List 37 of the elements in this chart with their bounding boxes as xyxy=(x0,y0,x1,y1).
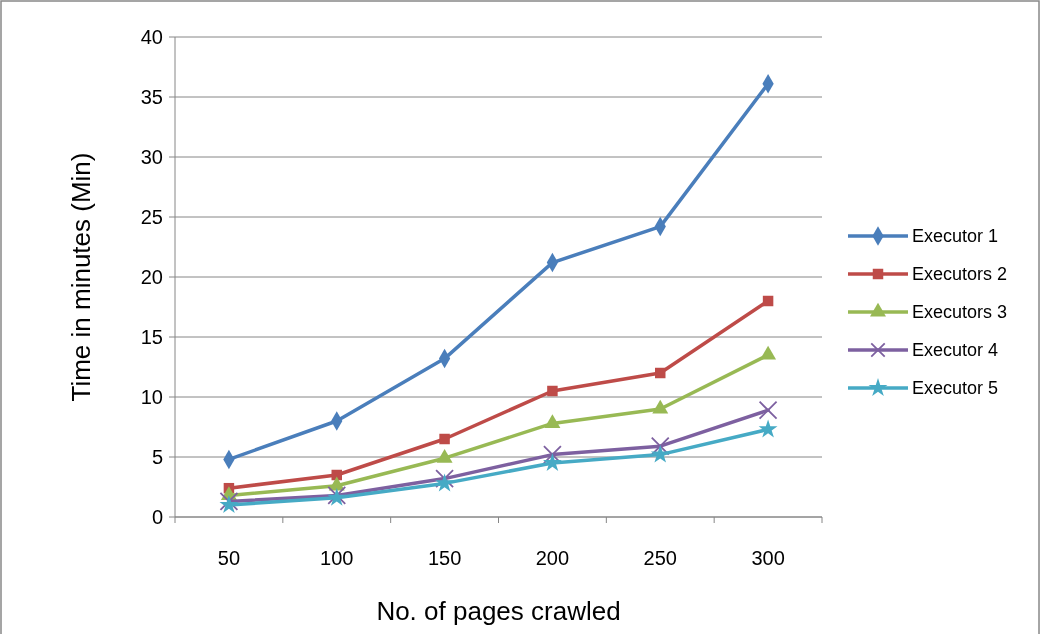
x-tick-label: 100 xyxy=(320,547,354,569)
y-tick-label: 35 xyxy=(140,86,163,108)
x-tick-label: 150 xyxy=(427,547,462,569)
y-tick-label: 40 xyxy=(140,26,163,48)
x-tick-label: 50 xyxy=(217,547,241,569)
point xyxy=(439,433,450,445)
y-tick-label: 15 xyxy=(140,326,163,348)
point xyxy=(435,469,454,488)
x-tick-label: 200 xyxy=(535,547,570,569)
point xyxy=(650,444,670,463)
point xyxy=(758,400,778,420)
point xyxy=(436,449,453,463)
point xyxy=(652,399,669,414)
legend-label: Executor 5 xyxy=(912,378,999,398)
y-tick-label: 0 xyxy=(151,506,163,528)
x-axis-title: No. of pages crawled xyxy=(376,596,621,626)
point xyxy=(762,295,774,307)
point xyxy=(435,473,454,492)
point xyxy=(544,414,561,428)
point xyxy=(650,436,670,456)
y-axis-title: Time in minutes (Min) xyxy=(66,152,96,402)
point xyxy=(543,445,562,464)
legend-label: Executors 3 xyxy=(912,302,1008,322)
legend-label: Executor 4 xyxy=(912,340,999,360)
y-tick-label: 5 xyxy=(151,446,163,468)
x-tick-label: 300 xyxy=(751,547,785,569)
y-tick-label: 30 xyxy=(140,146,163,168)
point xyxy=(655,367,666,379)
point xyxy=(758,419,778,438)
point xyxy=(543,453,562,472)
y-tick-label: 25 xyxy=(140,206,163,228)
y-tick-label: 10 xyxy=(140,386,163,408)
legend-label: Executors 2 xyxy=(912,264,1008,284)
legend-label: Executor 1 xyxy=(912,226,999,246)
x-tick-label: 250 xyxy=(643,547,677,569)
point xyxy=(547,385,558,397)
y-tick-label: 20 xyxy=(140,266,163,288)
